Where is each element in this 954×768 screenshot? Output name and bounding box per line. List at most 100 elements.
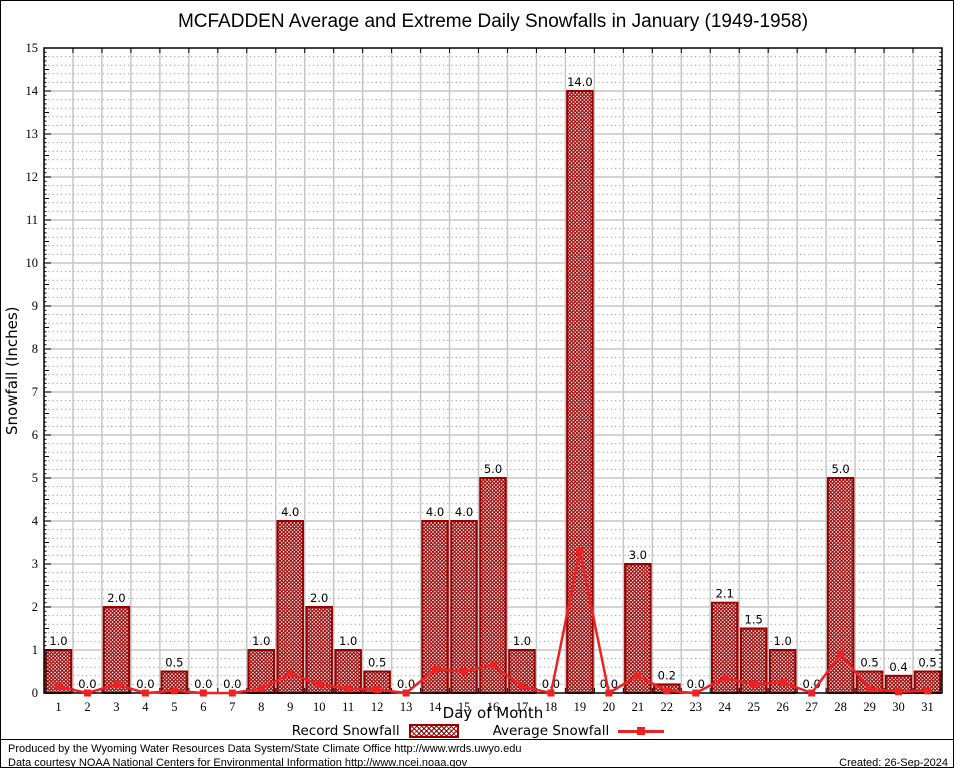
x-tick-label-day-6: 6	[200, 700, 206, 714]
bar-value-label-day-4: 0.0	[136, 677, 154, 691]
avg-marker-day-23	[692, 689, 700, 697]
bar-value-label-day-10: 2.0	[310, 591, 328, 605]
x-tick-label-day-1: 1	[55, 700, 61, 714]
x-tick-label-day-15: 15	[458, 700, 471, 714]
x-tick-label-day-18: 18	[545, 700, 558, 714]
bar-value-label-day-20: 0.0	[600, 677, 618, 691]
y-tick-label: 10	[26, 256, 39, 270]
bar-value-label-day-25: 1.5	[745, 613, 763, 627]
y-tick-label: 4	[32, 514, 39, 528]
legend-item-average-snowfall: Average Snowfall	[493, 723, 665, 739]
x-tick-label-day-28: 28	[834, 700, 847, 714]
x-tick-label-day-5: 5	[171, 700, 177, 714]
record-bar-day-19	[566, 90, 594, 694]
bar-value-label-day-29: 0.5	[860, 656, 878, 670]
legend-label-record-snowfall: Record Snowfall	[291, 723, 400, 739]
x-tick-label-day-25: 25	[747, 700, 760, 714]
bar-value-label-day-3: 2.0	[107, 591, 125, 605]
x-tick-label-day-2: 2	[84, 700, 90, 714]
y-tick-label: 13	[26, 127, 39, 141]
avg-marker-day-11	[344, 685, 352, 693]
footer-separator	[1, 739, 953, 740]
avg-marker-day-27	[808, 689, 816, 697]
legend-label-average-snowfall: Average Snowfall	[492, 723, 610, 739]
avg-marker-day-4	[141, 689, 149, 697]
y-tick-label: 14	[26, 84, 39, 98]
avg-marker-day-5	[170, 687, 178, 695]
bar-value-label-day-11: 1.0	[339, 634, 357, 648]
x-tick-label-day-9: 9	[287, 700, 293, 714]
bar-value-label-day-13: 0.0	[397, 677, 415, 691]
record-bar-day-28	[826, 477, 855, 694]
avg-marker-day-9	[286, 670, 294, 678]
bar-value-label-day-7: 0.0	[223, 677, 241, 691]
legend-item-record-snowfall: Record Snowfall	[292, 723, 459, 739]
bar-value-label-day-1: 1.0	[49, 634, 67, 648]
avg-marker-day-18	[547, 689, 555, 697]
avg-marker-day-28	[837, 650, 845, 658]
avg-marker-day-16	[489, 661, 497, 669]
avg-marker-day-20	[605, 689, 613, 697]
bar-value-label-day-12: 0.5	[368, 656, 386, 670]
x-tick-label-day-29: 29	[863, 700, 876, 714]
x-tick-label-day-3: 3	[113, 700, 119, 714]
record-snowfall-swatch-icon	[408, 724, 459, 738]
x-tick-label-day-10: 10	[313, 700, 326, 714]
record-bar-day-21	[624, 563, 652, 694]
bar-value-label-day-21: 3.0	[629, 548, 647, 562]
bar-value-label-day-30: 0.4	[889, 660, 907, 674]
avg-marker-day-19	[576, 547, 584, 555]
bar-value-label-day-24: 2.1	[716, 587, 734, 601]
avg-marker-day-15	[460, 668, 468, 675]
x-tick-label-day-8: 8	[258, 700, 264, 714]
x-tick-label-day-12: 12	[371, 700, 384, 714]
average-snowfall-line-icon	[618, 726, 665, 736]
y-tick-label: 2	[32, 600, 38, 614]
avg-marker-day-8	[257, 685, 265, 693]
x-tick-label-day-27: 27	[805, 700, 818, 714]
record-bar-day-3	[102, 606, 131, 694]
bar-value-label-day-9: 4.0	[281, 505, 299, 519]
x-tick-label-day-14: 14	[429, 700, 442, 714]
bar-value-label-day-18: 0.0	[542, 677, 560, 691]
y-tick-label: 6	[32, 428, 38, 442]
avg-marker-day-12	[373, 686, 381, 694]
avg-marker-day-13	[402, 689, 410, 697]
bar-value-label-day-28: 5.0	[831, 462, 849, 476]
bar-value-label-day-14: 4.0	[426, 505, 444, 519]
x-tick-label-day-22: 22	[661, 700, 674, 714]
bar-value-label-day-26: 1.0	[774, 634, 792, 648]
record-bar-day-9	[276, 520, 304, 694]
bar-value-label-day-16: 5.0	[484, 462, 502, 476]
bar-value-label-day-15: 4.0	[455, 505, 473, 519]
avg-marker-day-1	[54, 683, 62, 691]
x-tick-label-day-30: 30	[892, 700, 905, 714]
y-axis-title: Snowfall (Inches)	[3, 306, 21, 435]
avg-marker-day-29	[866, 685, 874, 693]
avg-marker-day-3	[112, 680, 120, 688]
avg-marker-day-10	[315, 680, 323, 688]
bar-value-label-day-22: 0.2	[658, 668, 676, 682]
x-tick-label-day-7: 7	[229, 700, 235, 714]
y-tick-label: 3	[32, 557, 38, 571]
y-tick-label: 15	[26, 41, 39, 55]
x-tick-label-day-24: 24	[718, 700, 731, 714]
x-tick-label-day-26: 26	[776, 700, 789, 714]
avg-marker-day-26	[779, 678, 787, 686]
y-tick-label: 8	[32, 342, 38, 356]
bar-value-label-day-6: 0.0	[194, 677, 212, 691]
x-tick-label-day-21: 21	[632, 700, 645, 714]
record-bar-day-16	[479, 477, 507, 694]
legend: Record Snowfall Average Snowfall	[1, 723, 953, 739]
footer-created-date: Created: 26-Sep-2024	[839, 757, 948, 768]
record-bar-day-14	[421, 520, 449, 694]
bar-value-label-day-31: 0.5	[918, 656, 936, 670]
bar-value-label-day-19: 14.0	[567, 75, 593, 89]
avg-marker-day-17	[518, 683, 526, 691]
avg-marker-day-22	[663, 687, 671, 695]
avg-marker-day-30	[895, 688, 903, 696]
bar-value-label-day-17: 1.0	[513, 634, 531, 648]
bar-value-label-day-8: 1.0	[252, 634, 270, 648]
